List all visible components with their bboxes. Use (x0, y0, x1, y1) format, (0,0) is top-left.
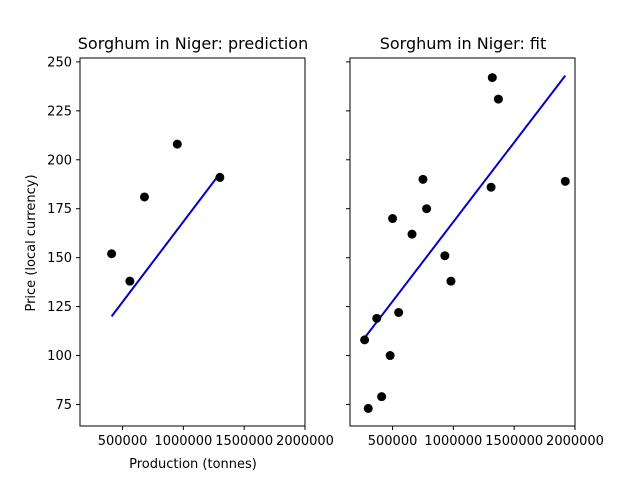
prediction-y-axis-label: Price (local currency) (24, 174, 39, 311)
fit-data-point (377, 392, 387, 402)
fit-data-point (560, 176, 570, 186)
fit-fit-line (363, 75, 567, 339)
fit-data-point (422, 204, 432, 214)
prediction-y-tick-label: 250 (47, 55, 72, 70)
prediction-y-tick-label: 175 (47, 202, 72, 217)
prediction-points (107, 139, 225, 286)
prediction-data-point (139, 192, 149, 202)
fit-ticks: 500000 1000000 1500000 2000000 (346, 61, 604, 449)
prediction-data-point (107, 249, 117, 259)
fit-x-tick-label: 2000000 (546, 434, 604, 449)
prediction-panel: Sorghum in Niger: prediction Production … (24, 34, 334, 472)
prediction-y-tick-label: 200 (47, 153, 72, 168)
fit-data-point (388, 214, 398, 224)
prediction-data-point (172, 139, 182, 149)
fit-x-tick-label: 500000 (368, 434, 418, 449)
prediction-x-tick-label: 500000 (98, 434, 148, 449)
fit-data-point (363, 403, 373, 413)
fit-points (360, 73, 570, 413)
prediction-title: Sorghum in Niger: prediction (78, 34, 308, 53)
fit-title: Sorghum in Niger: fit (380, 34, 547, 53)
fit-data-point (407, 229, 417, 239)
prediction-x-axis-label: Production (tonnes) (129, 457, 257, 472)
fit-data-point (360, 335, 370, 345)
prediction-y-tick-label: 75 (55, 398, 72, 413)
prediction-y-tick-label: 125 (47, 300, 72, 315)
prediction-data-point (125, 276, 135, 286)
fit-data-point (372, 313, 382, 323)
fit-axes-frame (349, 57, 576, 427)
prediction-fit-line (110, 172, 221, 317)
prediction-x-tick-label: 2000000 (276, 434, 334, 449)
fit-data-point (486, 182, 496, 192)
prediction-y-tick-label: 100 (47, 349, 72, 364)
fit-data-point (418, 174, 428, 184)
fit-data-point (394, 307, 404, 317)
fit-data-point (446, 276, 456, 286)
prediction-x-tick-label: 1000000 (154, 434, 212, 449)
prediction-ticks: 500000 1000000 1500000 2000000 75 100 125 150 17… (47, 55, 334, 449)
prediction-data-point (215, 172, 225, 182)
fit-data-point (440, 251, 450, 261)
prediction-y-tick-label: 150 (47, 251, 72, 266)
fit-data-point (385, 351, 395, 361)
prediction-y-tick-label: 225 (47, 104, 72, 119)
fit-x-tick-label: 1500000 (485, 434, 543, 449)
fit-data-point (487, 73, 497, 83)
prediction-axes-frame (79, 57, 306, 427)
fit-x-tick-label: 1000000 (424, 434, 482, 449)
fit-data-point (493, 94, 503, 104)
prediction-x-tick-label: 1500000 (215, 434, 273, 449)
fit-panel: Sorghum in Niger: fit 500000 1000000 15000… (346, 34, 604, 449)
